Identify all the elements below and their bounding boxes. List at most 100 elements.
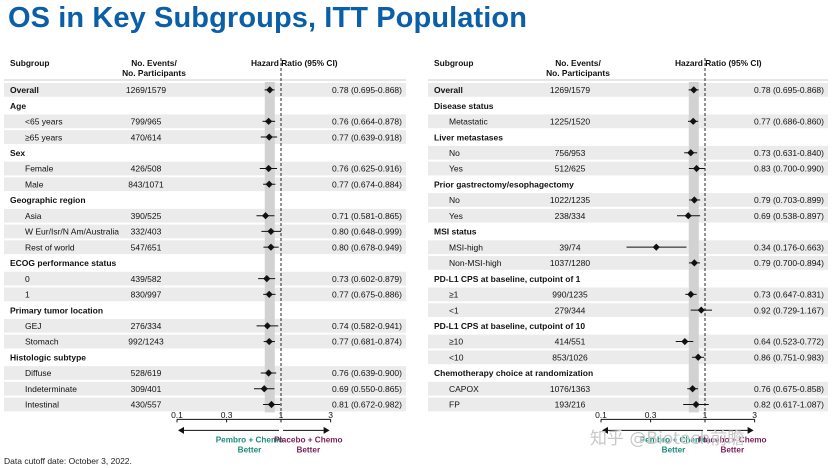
panel2-favors-left-label: Better (662, 445, 686, 454)
panel1-row-shade (4, 224, 406, 239)
panel1-hr-marker (265, 369, 273, 377)
panel1-group-header: Age (10, 101, 26, 111)
panel2-row-events: 1037/1280 (550, 258, 590, 268)
panel1-row-shade (4, 177, 406, 192)
panel1-row-label: W Eur/Isr/N Am/Australia (25, 227, 119, 237)
panel1-row-shade (4, 83, 406, 97)
page-title: OS in Key Subgroups, ITT Population (8, 2, 528, 34)
panel2-row-hr-text: 0.79 (0.700-0.894) (754, 258, 824, 268)
panel1-hr-marker (265, 133, 273, 141)
panel2-row-shade (428, 397, 828, 412)
panel2-overall-hr-band (688, 82, 699, 413)
panel1-row-label: <65 years (25, 117, 63, 127)
panel2-row-hr-text: 0.76 (0.675-0.858) (754, 384, 824, 394)
panel1-row-events: 470/614 (131, 132, 162, 142)
watermark: 知乎 @Biotech前瞻 (590, 429, 745, 449)
panel2-row-label: Yes (449, 164, 463, 174)
panel2-header-events-line: No. Participants (546, 68, 610, 78)
panel2-hr-marker (684, 212, 692, 220)
panel2-group-header: Liver metastases (434, 132, 503, 142)
panel2-row-shade (428, 334, 828, 349)
panel1-row-hr-text: 0.76 (0.625-0.916) (332, 164, 402, 174)
panel1-favors-left-label: Pembro + Chemo (216, 435, 284, 444)
panel1-hr-marker (260, 385, 268, 393)
panel1-row-label: Female (25, 164, 54, 174)
panel2-row-events: 990/1235 (552, 290, 588, 300)
panel1-row-events: 547/651 (131, 242, 162, 252)
panel2-row-label: Metastatic (449, 117, 488, 127)
panel1-row-hr-text: 0.77 (0.675-0.886) (332, 290, 402, 300)
panel1-hr-marker (265, 337, 273, 346)
panel1-group-header: Histologic subtype (10, 352, 86, 362)
panel2-row-hr-text: 0.69 (0.538-0.897) (754, 211, 824, 221)
panel2-row-hr-text: 0.83 (0.700-0.990) (754, 164, 824, 174)
panel1-row-events: 439/582 (131, 274, 162, 284)
panel2-favors-left-arrowhead (602, 426, 608, 434)
panel1-hr-marker (261, 212, 270, 220)
panel1-hr-marker (265, 117, 273, 125)
panel2-row-label: <10 (449, 352, 464, 362)
panel2-row-shade (428, 287, 828, 302)
panel1-row-events: 276/334 (131, 321, 162, 331)
panel2-group-header: MSI status (434, 227, 477, 237)
panel2-row-hr-text: 0.77 (0.686-0.860) (754, 117, 824, 127)
panel2-group-header: Prior gastrectomy/esophagectomy (434, 179, 574, 189)
panel1-x-tick-label: 3 (328, 410, 333, 420)
panel1-row-events: 426/508 (131, 164, 162, 174)
panel1-group-header: Primary tumor location (10, 305, 103, 315)
panel1-row-shade (4, 114, 406, 129)
panel1-row-events: 843/1071 (128, 179, 164, 189)
panel1-row-shade (4, 318, 406, 333)
panel1-row-events: 992/1243 (128, 337, 164, 347)
panel1-favors-left-label: Better (238, 445, 262, 454)
panel1-favors-right-label: Placebo + Chemo (274, 435, 342, 444)
panel2-row-label: ≥1 (449, 290, 459, 300)
panel1-row-hr-text: 0.77 (0.639-0.918) (332, 132, 402, 142)
panel2-row-events: 414/551 (555, 337, 586, 347)
panel1-row-hr-text: 0.80 (0.678-0.949) (332, 242, 402, 252)
panel1-group-header: Geographic region (10, 195, 86, 205)
panel1-row-hr-text: 0.77 (0.681-0.874) (332, 337, 402, 347)
panel1-row-shade (4, 271, 406, 286)
panel2-favors-right-label: Placebo + Chemo (698, 435, 766, 444)
panel2-row-shade (428, 303, 828, 317)
panel2-row-shade (428, 350, 828, 365)
panel2-row-hr-text: 0.79 (0.703-0.899) (754, 195, 824, 205)
panel2-row-events: 1022/1235 (550, 195, 590, 205)
panel2-favors-right-label: Better (720, 445, 744, 454)
panel1-row-label: 0 (25, 274, 30, 284)
panel2-hr-marker (652, 243, 660, 251)
panel2-row-label: MSI-high (449, 242, 483, 252)
panel1-group-header: ECOG performance status (10, 258, 117, 268)
panel2-row-hr-text: 0.34 (0.176-0.663) (754, 242, 824, 252)
panel1-row-shade (4, 287, 406, 302)
panel2-hr-marker (689, 117, 697, 125)
panel1-row-label: Asia (25, 211, 42, 221)
panel1-header-hazard-ratio: Hazard Ratio (95% CI) (251, 58, 338, 68)
panel1-row-events: 332/403 (131, 227, 162, 237)
panel2-row-hr-text: 0.73 (0.631-0.840) (754, 148, 824, 158)
panel1-row-hr-text: 0.71 (0.581-0.865) (332, 211, 402, 221)
panel2-hr-marker (692, 164, 701, 173)
panel1-x-tick-label: 1 (279, 410, 284, 420)
panel1-row-label: Intestinal (25, 400, 59, 410)
panel1-hr-marker (267, 243, 275, 251)
panel1-row-hr-text: 0.69 (0.550-0.865) (332, 384, 402, 394)
data-cutoff-footnote: Data cutoff date: October 3, 2022. (4, 456, 132, 466)
panel2-hr-marker (689, 385, 697, 393)
panel1-hr-marker (267, 400, 276, 409)
panel2-row-label: CAPOX (449, 384, 479, 394)
panel1-row-shade (4, 240, 406, 255)
panel1-hr-marker (267, 227, 275, 236)
panel2-row-events: 1225/1520 (550, 117, 590, 127)
panel2-hr-marker (692, 400, 700, 409)
panel1-row-events: 799/965 (131, 117, 162, 127)
panel2-row-events: 853/1026 (552, 352, 588, 362)
panel2-header-events-line: No. Events/ (555, 58, 601, 68)
panel1-row-label: Diffuse (25, 368, 52, 378)
panel2-row-shade (428, 145, 828, 160)
panel2-row-label: No (449, 195, 460, 205)
panel2-row-shade (428, 256, 828, 270)
forest-plot-left: Subgroup No. Events/No. Participants Hazar… (4, 58, 406, 454)
panel2-row-events: 279/344 (555, 305, 586, 315)
